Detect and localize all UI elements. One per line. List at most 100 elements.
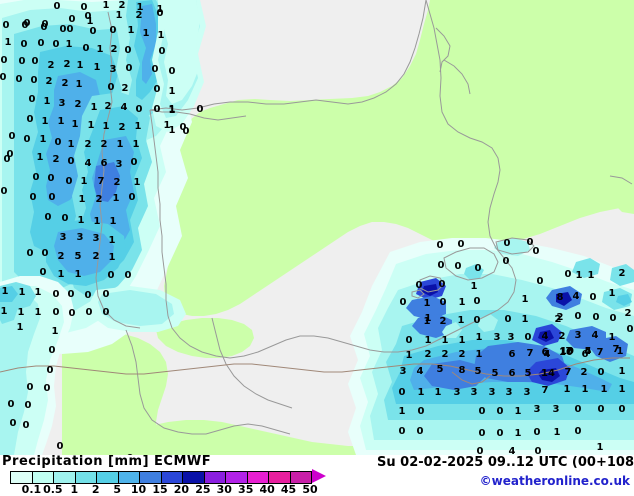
precip-value: 1	[417, 387, 425, 398]
precip-value: 0	[23, 18, 31, 29]
precip-value: 0	[67, 156, 75, 167]
precip-value: 0	[478, 406, 486, 417]
precip-value: 1	[553, 427, 561, 438]
precip-value: 0	[151, 64, 159, 75]
precip-value: 2	[110, 44, 118, 55]
precip-value: 0	[67, 289, 75, 300]
precip-value: 0	[182, 126, 190, 137]
precip-value: 0	[564, 269, 572, 280]
precip-value: 1	[0, 306, 8, 317]
precip-value: 3	[399, 366, 407, 377]
precip-value: 0	[37, 38, 45, 49]
legend-swatch-3	[74, 472, 96, 483]
precip-value: 3	[76, 232, 84, 243]
precip-value: 0	[107, 82, 115, 93]
precip-value: 1	[102, 121, 110, 132]
precip-value: 2	[624, 308, 632, 319]
precip-value: 1	[398, 406, 406, 417]
precip-value: 1	[457, 315, 465, 326]
precip-value: 0	[18, 56, 26, 67]
precip-value: 2	[113, 177, 121, 188]
precip-value: 0	[574, 426, 582, 437]
precip-value: 0	[41, 19, 49, 30]
precip-value: 1	[1, 286, 9, 297]
precip-value: 1	[74, 269, 82, 280]
precip-value: 2	[441, 349, 449, 360]
precip-value: 0	[473, 296, 481, 307]
precip-value: 0	[52, 307, 60, 318]
precip-value: 2	[84, 139, 92, 150]
precip-value: 0	[533, 427, 541, 438]
precip-value: 0	[437, 260, 445, 271]
precip-value: 0	[61, 213, 69, 224]
precip-value: 0	[56, 441, 64, 452]
precip-value: 10	[560, 346, 574, 357]
precip-value: 0	[107, 270, 115, 281]
precip-value: 1	[127, 25, 135, 36]
precip-value: 1	[475, 332, 483, 343]
precip-value: 0	[534, 446, 542, 456]
legend-footer: Precipitation [mm] ECMWF 0.1 0.5 1 2 5 10 15 20…	[0, 454, 634, 496]
legend-swatch-9	[203, 472, 225, 483]
precip-value: 6	[100, 158, 108, 169]
precip-value: 0	[626, 324, 634, 335]
precip-value: 1	[132, 139, 140, 150]
precip-value: 4	[416, 366, 424, 377]
precip-value: 2	[74, 99, 82, 110]
precip-value: 2	[45, 76, 53, 87]
precip-value: 1	[563, 384, 571, 395]
precip-value: 1	[423, 316, 431, 327]
precip-value: 5	[436, 364, 444, 375]
precip-value: 1	[521, 314, 529, 325]
precip-value: 0	[504, 314, 512, 325]
precip-value: 0	[158, 46, 166, 57]
precip-value: 3	[59, 232, 67, 243]
precip-value: 0	[68, 308, 76, 319]
precip-value: 0	[399, 297, 407, 308]
precip-value: 0	[438, 279, 446, 290]
precip-value: 3	[533, 404, 541, 415]
precip-value: 4	[120, 102, 128, 113]
valid-time-stamp: Su 02-02-2025 09..12 UTC (00+108	[377, 455, 634, 470]
precip-value: 0	[415, 280, 423, 291]
precip-value: 0	[398, 387, 406, 398]
precip-value: 2	[458, 349, 466, 360]
precip-value: 3	[523, 387, 531, 398]
precip-value: 3	[109, 64, 117, 75]
legend-swatch-5	[117, 472, 139, 483]
precip-value: 1	[600, 384, 608, 395]
precip-value: 2	[52, 154, 60, 165]
precip-value: 0	[436, 240, 444, 251]
precip-value: 1	[168, 125, 176, 136]
precip-value: 0	[618, 404, 626, 415]
precip-value: 0	[23, 134, 31, 145]
precip-value: 2	[121, 83, 129, 94]
precip-value: 3	[453, 387, 461, 398]
precip-value: 2	[92, 251, 100, 262]
precip-value: 0	[153, 84, 161, 95]
precip-value: 1	[93, 216, 101, 227]
precip-value: 1	[93, 62, 101, 73]
precip-value: 0	[473, 315, 481, 326]
precip-value: 0	[609, 313, 617, 324]
precip-value: 0	[41, 248, 49, 259]
precip-value: 2	[558, 331, 566, 342]
precip-value: 1	[16, 322, 24, 333]
precip-value: 7	[564, 367, 572, 378]
precip-value: 1	[608, 332, 616, 343]
precip-value: 1	[34, 307, 42, 318]
precip-value: 1	[521, 294, 529, 305]
precip-value: 0	[153, 104, 161, 115]
land-polygons	[62, 0, 634, 455]
precip-value: 0	[574, 404, 582, 415]
precip-value: 2	[439, 316, 447, 327]
precip-value: 0	[48, 192, 56, 203]
precip-value: 5	[74, 251, 82, 262]
precip-value: 0	[526, 237, 534, 248]
precip-value: 0	[503, 238, 511, 249]
precip-value: 4	[572, 291, 580, 302]
precip-value: 0	[7, 399, 15, 410]
precip-value: 2	[118, 122, 126, 133]
